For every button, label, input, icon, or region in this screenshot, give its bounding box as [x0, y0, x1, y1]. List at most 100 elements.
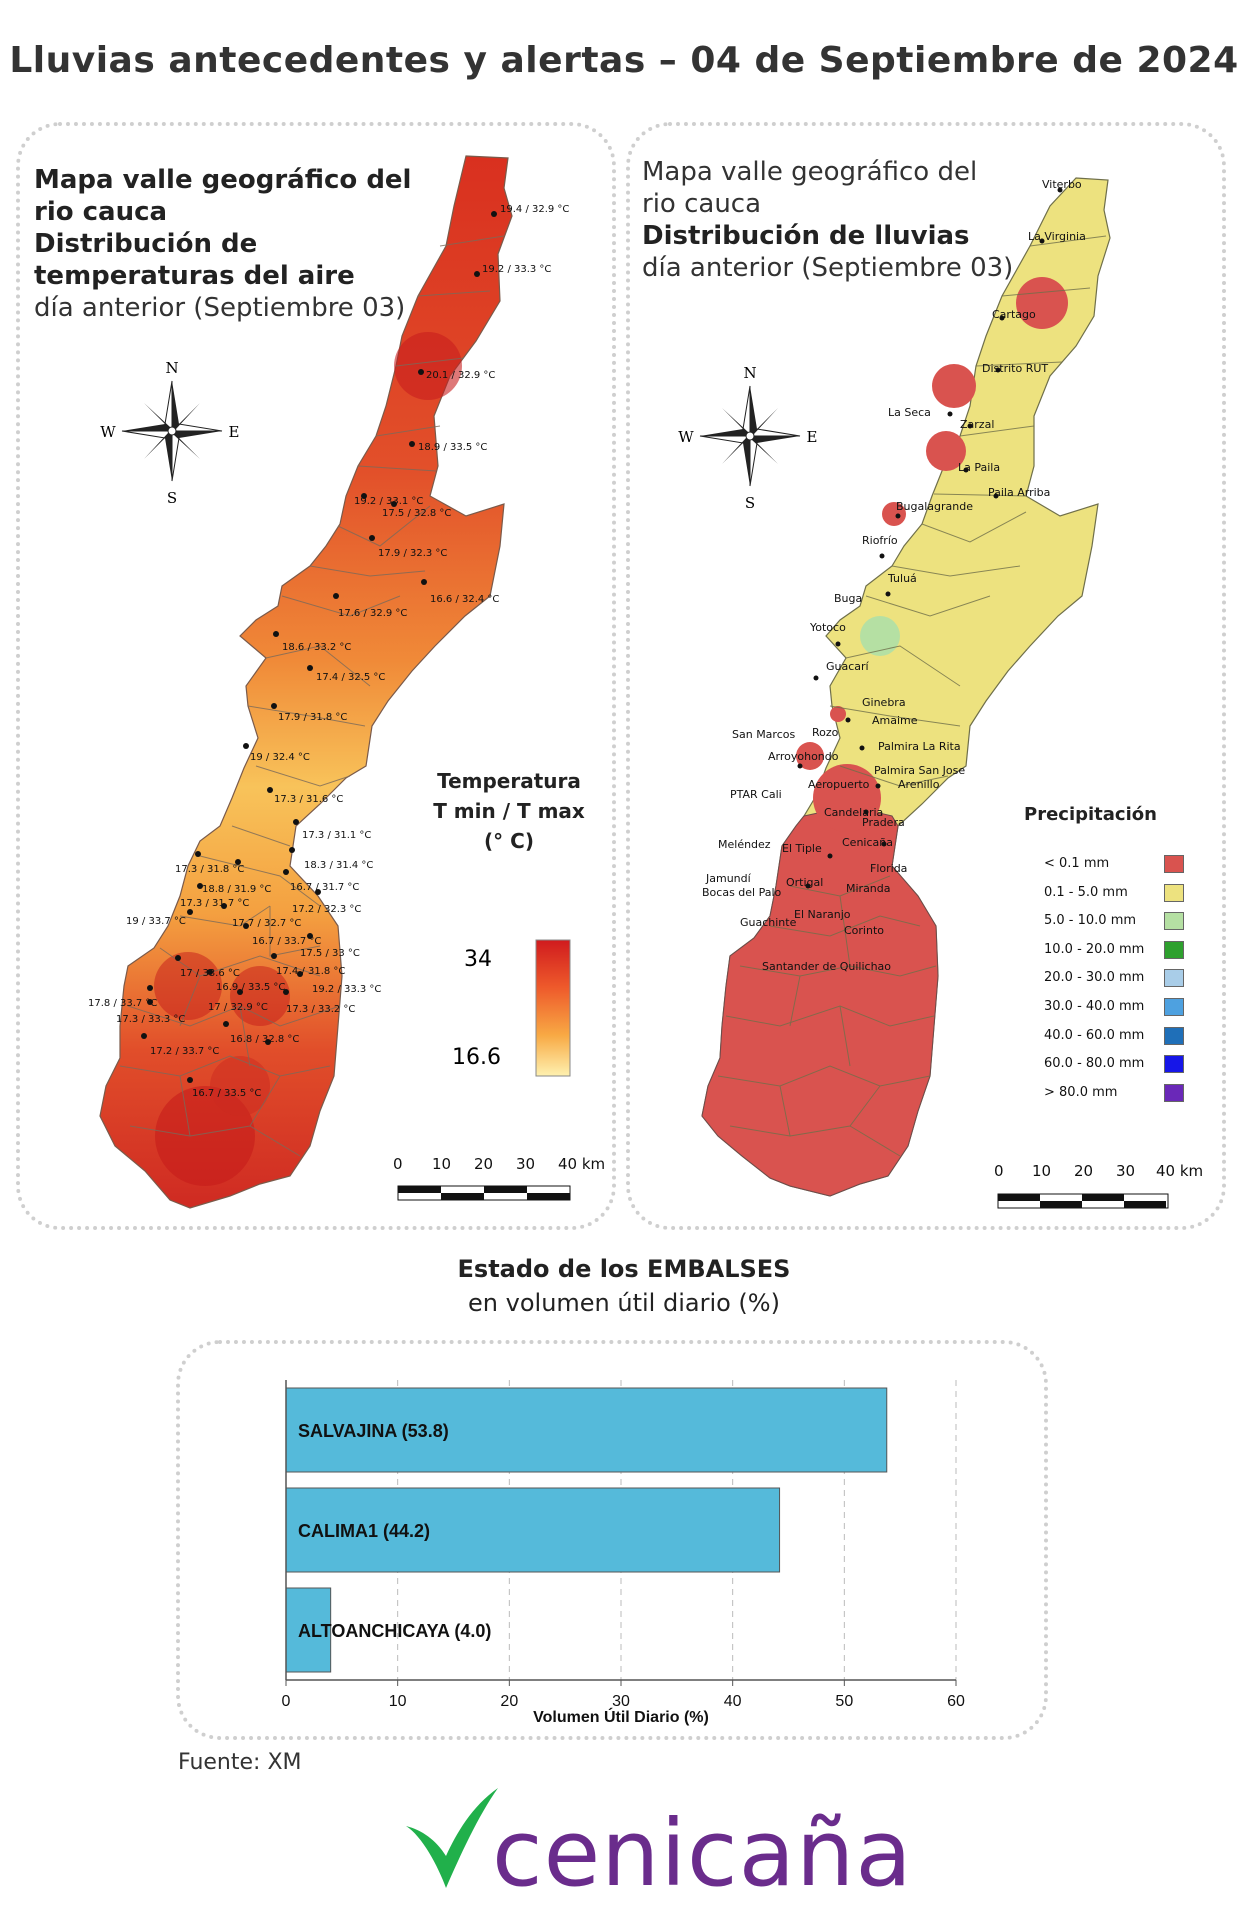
- svg-text:E: E: [229, 423, 240, 441]
- place-label: Arroyohondo: [768, 750, 839, 763]
- station-label: 17.5 / 32.8 °C: [382, 508, 451, 519]
- svg-text:W: W: [678, 428, 694, 446]
- precip-legend-swatch: [1164, 1055, 1184, 1074]
- precip-legend-swatch: [1164, 969, 1184, 988]
- station-label: 17.6 / 32.9 °C: [338, 608, 407, 619]
- svg-text:30: 30: [1116, 1162, 1135, 1180]
- place-label: Santander de Quilichao: [762, 960, 891, 973]
- place-label: Yotoco: [809, 621, 846, 634]
- precip-legend-label: 60.0 - 80.0 mm: [1044, 1056, 1145, 1072]
- cenicana-logo-text: cenicaña: [492, 1800, 913, 1907]
- x-tick-label: 0: [282, 1693, 291, 1710]
- place-label: Palmira La Rita: [878, 740, 961, 753]
- svg-text:10: 10: [1032, 1162, 1051, 1180]
- source-label: Fuente: XM: [178, 1750, 302, 1775]
- station-label: 17.4 / 31.8 °C: [276, 966, 345, 977]
- place-label: Tuluá: [887, 572, 917, 585]
- rainfall-map: Viterbo La Virginia Cartago Distrito RUT…: [678, 177, 1203, 1209]
- place-label: Viterbo: [1042, 178, 1082, 191]
- station-label: 17 / 33.6 °C: [180, 968, 240, 979]
- x-tick-label: 50: [835, 1693, 853, 1710]
- place-label: Rozo: [812, 726, 839, 739]
- x-tick-label: 40: [724, 1693, 742, 1710]
- rainfall-map-panel: Viterbo La Virginia Cartago Distrito RUT…: [626, 122, 1226, 1230]
- place-label: Zarzal: [960, 418, 994, 431]
- precip-legend-label: > 80.0 mm: [1044, 1084, 1118, 1100]
- svg-text:N: N: [165, 359, 178, 377]
- temperature-map-title: Mapa valle geográfico del rio cauca Dist…: [34, 165, 412, 323]
- page-title: Lluvias antecedentes y alertas – 04 de S…: [9, 40, 1239, 81]
- station-label: 16.6 / 32.4 °C: [430, 594, 499, 605]
- precip-legend-swatch: [1164, 998, 1184, 1016]
- place-label: Cartago: [992, 308, 1036, 321]
- legend-max: 34: [464, 947, 492, 972]
- svg-text:E: E: [807, 428, 818, 446]
- bar-label: ALTOANCHICAYA (4.0): [298, 1621, 491, 1641]
- svg-text:30: 30: [516, 1155, 535, 1173]
- reservoir-section-title: Estado de los EMBALSES en volumen útil d…: [457, 1255, 791, 1317]
- temperature-legend-bar: [535, 939, 571, 1077]
- temperature-legend-title: Temperatura T min / T max (° C): [433, 769, 585, 853]
- place-label: Miranda: [846, 882, 891, 895]
- svg-text:N: N: [743, 364, 756, 382]
- place-label: Paila Arriba: [988, 486, 1050, 499]
- station-label: 17.9 / 32.3 °C: [378, 548, 447, 559]
- station-label: 17.2 / 32.3 °C: [292, 904, 361, 915]
- svg-text:20: 20: [1074, 1162, 1093, 1180]
- bar-salvajina: [285, 1387, 888, 1473]
- precip-legend-swatch: [1164, 1026, 1184, 1045]
- place-label: Palmira San Jose: [874, 764, 965, 777]
- reservoir-chart: SALVAJINA (53.8) CALIMA1 (44.2) ALTOANCHIC…: [282, 1380, 965, 1726]
- station-label: 16.7 / 31.7 °C: [290, 882, 359, 893]
- place-label: Amaime: [872, 714, 918, 727]
- compass-rose-icon: N S E W: [678, 364, 817, 512]
- legend-min: 16.6: [452, 1045, 501, 1070]
- reservoir-chart-panel: SALVAJINA (53.8) CALIMA1 (44.2) ALTOANCHIC…: [176, 1340, 1048, 1740]
- x-tick-label: 20: [500, 1693, 518, 1710]
- station-label: 17.8 / 33.7 °C: [88, 998, 157, 1009]
- place-label: Distrito RUT: [982, 362, 1048, 375]
- temperature-map-shape: [99, 155, 513, 1209]
- svg-text:S: S: [167, 489, 177, 507]
- station-label: 19 / 32.4 °C: [250, 752, 310, 763]
- bar-calima1: [285, 1487, 781, 1573]
- scale-bar: 0 10 20 30 40 km: [393, 1155, 605, 1201]
- svg-text:40 km: 40 km: [1156, 1162, 1203, 1180]
- precip-legend-swatch: [1164, 883, 1184, 902]
- station-label: 17.3 / 31.7 °C: [180, 898, 249, 909]
- place-label: Ortigal: [786, 876, 823, 889]
- station-label: 16.9 / 33.5 °C: [216, 982, 285, 993]
- place-label: La Seca: [888, 406, 931, 419]
- place-label: El Tiple: [782, 842, 822, 855]
- x-tick-label: 10: [389, 1693, 407, 1710]
- svg-text:40 km: 40 km: [558, 1155, 605, 1173]
- station-label: 17.9 / 31.8 °C: [278, 712, 347, 723]
- place-label: Corinto: [844, 924, 884, 937]
- bar-label: SALVAJINA (53.8): [298, 1421, 449, 1441]
- station-label: 18.9 / 33.5 °C: [418, 442, 487, 453]
- place-label: Pradera: [862, 816, 905, 829]
- place-label: Arenillo: [898, 778, 940, 791]
- precipitation-legend-title: Precipitación: [1024, 804, 1157, 825]
- bar-label: CALIMA1 (44.2): [298, 1521, 430, 1541]
- station-label: 19 / 33.7 °C: [126, 916, 186, 927]
- place-label: Ginebra: [862, 696, 906, 709]
- station-label: 19.2 / 33.3 °C: [482, 264, 551, 275]
- place-label: El Naranjo: [794, 908, 851, 921]
- place-label: Buga: [834, 592, 862, 605]
- place-label: San Marcos: [732, 728, 795, 741]
- station-label: 18.8 / 31.9 °C: [202, 884, 271, 895]
- x-tick-label: 60: [947, 1693, 965, 1710]
- svg-text:0: 0: [994, 1162, 1004, 1180]
- precip-legend-swatch: [1164, 1083, 1184, 1102]
- precip-legend-label: 10.0 - 20.0 mm: [1044, 941, 1145, 957]
- station-label: 19.2 / 33.3 °C: [312, 984, 381, 995]
- station-label: 17.3 / 31.1 °C: [302, 830, 371, 841]
- precip-legend-swatch: [1164, 940, 1184, 959]
- station-label: 18.3 / 31.4 °C: [304, 860, 373, 871]
- place-label: La Virginia: [1028, 230, 1086, 243]
- station-label: 17.7 / 32.7 °C: [232, 918, 301, 929]
- cenicana-logo-check-icon: [406, 1788, 498, 1888]
- station-label: 17.3 / 33.3 °C: [116, 1014, 185, 1025]
- x-axis-label: Volumen Útil Diario (%): [533, 1707, 709, 1726]
